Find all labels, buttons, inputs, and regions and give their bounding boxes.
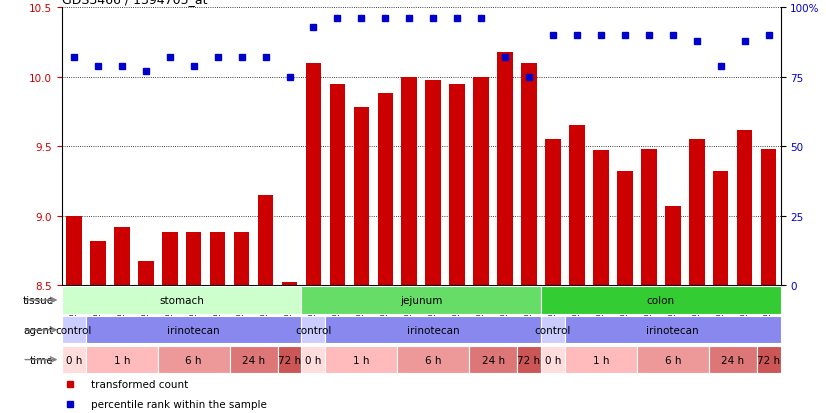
Text: 24 h: 24 h <box>482 355 505 365</box>
Text: 24 h: 24 h <box>721 355 744 365</box>
Text: 72 h: 72 h <box>518 355 540 365</box>
Bar <box>301 346 325 373</box>
Bar <box>210 233 225 285</box>
Bar <box>354 108 369 285</box>
Bar <box>541 316 565 344</box>
Bar <box>278 346 301 373</box>
Bar <box>230 346 278 373</box>
Text: 6 h: 6 h <box>665 355 681 365</box>
Bar <box>90 241 106 285</box>
Bar <box>469 346 517 373</box>
Text: jejunum: jejunum <box>400 295 443 305</box>
Bar <box>234 233 249 285</box>
Bar <box>86 346 158 373</box>
Bar <box>689 140 705 285</box>
Text: control: control <box>55 325 93 335</box>
Bar <box>449 85 465 285</box>
Bar <box>713 172 729 285</box>
Bar <box>377 94 393 285</box>
Bar <box>665 206 681 285</box>
Bar <box>517 346 541 373</box>
Text: time: time <box>30 355 54 365</box>
Bar <box>330 85 345 285</box>
Bar <box>62 287 301 314</box>
Bar <box>541 287 781 314</box>
Text: transformed count: transformed count <box>91 379 188 389</box>
Bar <box>497 52 513 285</box>
Bar <box>757 346 781 373</box>
Bar <box>86 316 301 344</box>
Text: stomach: stomach <box>159 295 204 305</box>
Text: 0 h: 0 h <box>306 355 321 365</box>
Bar <box>162 233 178 285</box>
Bar <box>637 346 709 373</box>
Text: irinotecan: irinotecan <box>407 325 459 335</box>
Text: colon: colon <box>647 295 675 305</box>
Bar <box>641 150 657 285</box>
Text: 72 h: 72 h <box>757 355 780 365</box>
Text: irinotecan: irinotecan <box>168 325 220 335</box>
Bar <box>325 346 397 373</box>
Text: control: control <box>295 325 332 335</box>
Bar <box>397 346 469 373</box>
Bar <box>258 195 273 285</box>
Text: tissue: tissue <box>22 295 54 305</box>
Bar <box>138 262 154 285</box>
Bar <box>114 227 130 285</box>
Bar <box>62 346 86 373</box>
Bar <box>521 64 537 285</box>
Text: 1 h: 1 h <box>354 355 369 365</box>
Text: agent: agent <box>24 325 54 335</box>
Text: 0 h: 0 h <box>66 355 82 365</box>
Bar <box>301 287 541 314</box>
Text: 1 h: 1 h <box>593 355 609 365</box>
Text: percentile rank within the sample: percentile rank within the sample <box>91 399 267 408</box>
Bar <box>425 80 441 285</box>
Bar <box>617 172 633 285</box>
Text: 6 h: 6 h <box>186 355 202 365</box>
Bar <box>593 151 609 285</box>
Bar <box>737 130 752 285</box>
Bar <box>473 78 489 285</box>
Text: irinotecan: irinotecan <box>647 325 699 335</box>
Bar <box>158 346 230 373</box>
Text: 0 h: 0 h <box>545 355 561 365</box>
Bar <box>301 316 325 344</box>
Text: 1 h: 1 h <box>114 355 130 365</box>
Bar <box>186 233 202 285</box>
Bar <box>761 150 776 285</box>
Text: 6 h: 6 h <box>425 355 441 365</box>
Bar <box>565 346 637 373</box>
Text: control: control <box>534 325 572 335</box>
Text: 72 h: 72 h <box>278 355 301 365</box>
Bar <box>541 346 565 373</box>
Bar <box>325 316 541 344</box>
Bar <box>709 346 757 373</box>
Bar <box>565 316 781 344</box>
Bar <box>62 316 86 344</box>
Bar <box>545 140 561 285</box>
Text: GDS3466 / 1394705_at: GDS3466 / 1394705_at <box>62 0 207 6</box>
Bar <box>66 216 82 285</box>
Bar <box>569 126 585 285</box>
Text: 24 h: 24 h <box>242 355 265 365</box>
Bar <box>401 78 417 285</box>
Bar <box>306 64 321 285</box>
Bar <box>282 282 297 285</box>
